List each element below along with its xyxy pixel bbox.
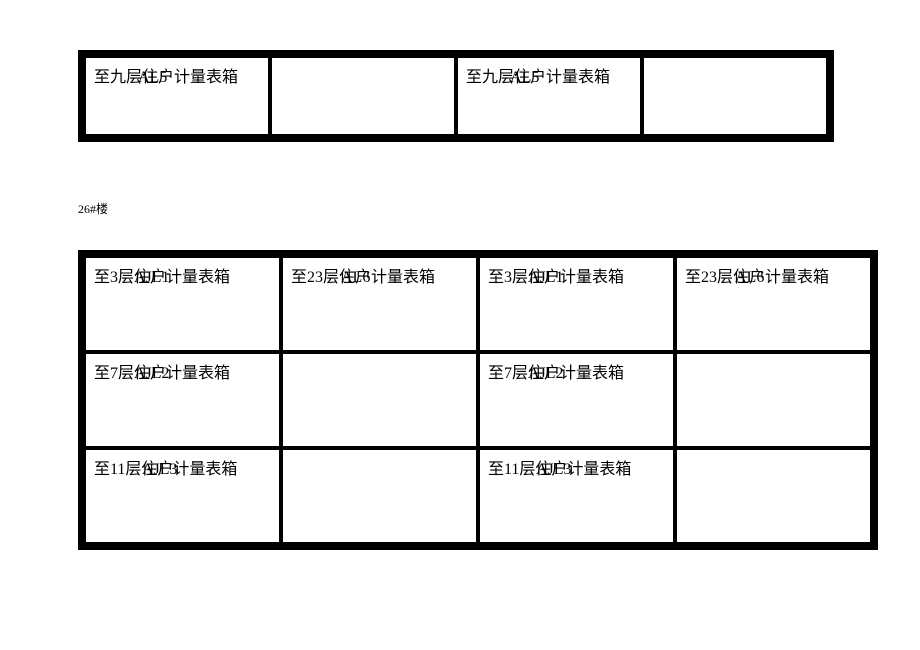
section-label: 26#楼 bbox=[78, 200, 108, 217]
cell-text: 至23层住户计量表箱 bbox=[685, 268, 870, 287]
cell-text: 至11层住户计量表箱 bbox=[94, 460, 279, 479]
cell-text: 至九层住户计量表箱 bbox=[466, 68, 640, 87]
cell: 至九层住户计量表箱AL5 bbox=[84, 56, 270, 136]
overlay-label: AJL2 bbox=[528, 364, 564, 383]
cell-text: 至3层住户计量表箱 bbox=[94, 268, 279, 287]
overlay-label: AJL1 bbox=[134, 268, 170, 287]
overlay-label: AJL3 bbox=[536, 460, 572, 479]
overlay-label: AJL1 bbox=[528, 268, 564, 287]
overlay-label: AJL3 bbox=[142, 460, 178, 479]
cell: 至11层住户计量表箱AJL3 bbox=[478, 448, 675, 544]
cell-text: 至九层住户计量表箱 bbox=[94, 68, 268, 87]
cell bbox=[675, 448, 872, 544]
cell: 至九层住户计量表箱AL5 bbox=[456, 56, 642, 136]
cell: 至23层住户计量表箱AL6 bbox=[281, 256, 478, 352]
cell bbox=[281, 352, 478, 448]
overlay-label: AL6 bbox=[735, 268, 764, 287]
overlay-label: AL5 bbox=[510, 68, 539, 87]
cell bbox=[281, 448, 478, 544]
cell-text: 至7层住户计量表箱 bbox=[488, 364, 673, 383]
cell bbox=[642, 56, 828, 136]
cell-text: 至3层住户计量表箱 bbox=[488, 268, 673, 287]
overlay-label: AL5 bbox=[138, 68, 167, 87]
cell: 至3层住户计量表箱AJL1 bbox=[478, 256, 675, 352]
cell: 至7层住户计量表箱AJL2 bbox=[478, 352, 675, 448]
cell-text: 至23层住户计量表箱 bbox=[291, 268, 476, 287]
cell-text: 至7层住户计量表箱 bbox=[94, 364, 279, 383]
cell: 至11层住户计量表箱AJL3 bbox=[84, 448, 281, 544]
grid-top: 至九层住户计量表箱AL5至九层住户计量表箱AL5 bbox=[78, 50, 834, 142]
canvas: 至九层住户计量表箱AL5至九层住户计量表箱AL5 26#楼 至3层住户计量表箱A… bbox=[0, 0, 920, 650]
cell: 至23层住户计量表箱AL6 bbox=[675, 256, 872, 352]
cell-text: 至11层住户计量表箱 bbox=[488, 460, 673, 479]
cell: 至3层住户计量表箱AJL1 bbox=[84, 256, 281, 352]
overlay-label: AL6 bbox=[341, 268, 370, 287]
cell: 至7层住户计量表箱AJL2 bbox=[84, 352, 281, 448]
cell bbox=[270, 56, 456, 136]
overlay-label: AJL2 bbox=[134, 364, 170, 383]
grid-bottom: 至3层住户计量表箱AJL1至23层住户计量表箱AL6至3层住户计量表箱AJL1至… bbox=[78, 250, 878, 550]
cell bbox=[675, 352, 872, 448]
